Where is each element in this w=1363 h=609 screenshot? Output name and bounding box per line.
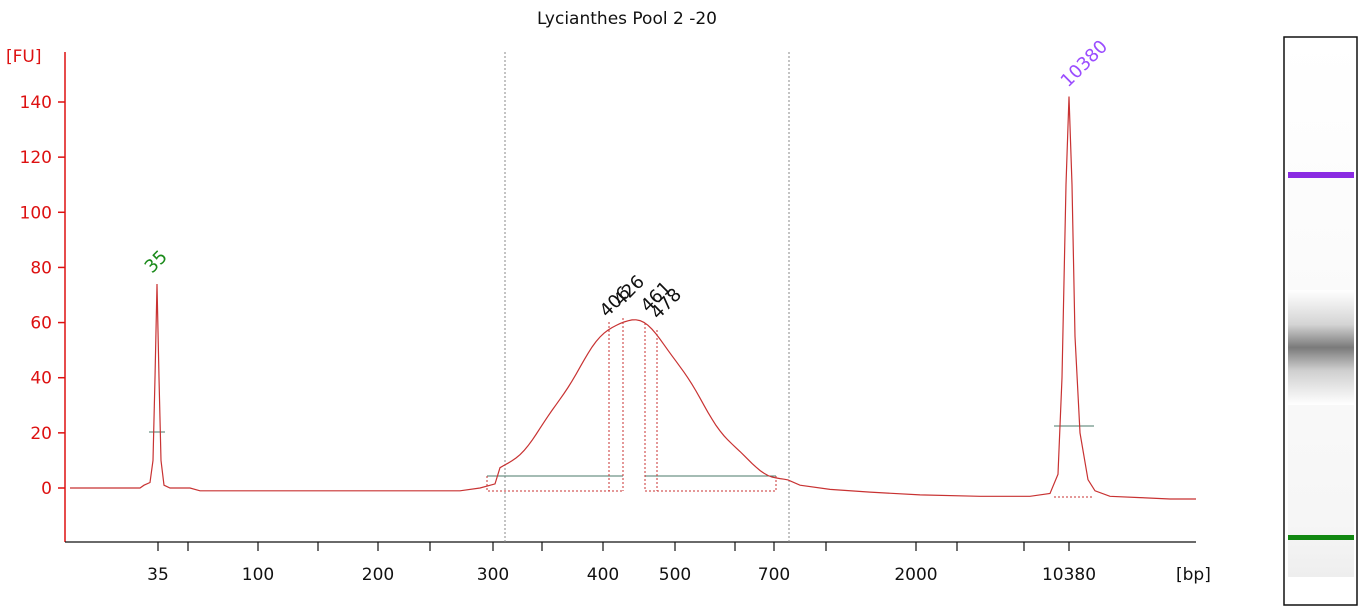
x-tick-label: 400 [587,565,619,585]
x-tick-label: 300 [477,565,509,585]
series-line-trace [70,96,1196,500]
region-bracket-left [486,476,623,492]
y-tick-label: 120 [20,148,52,168]
y-axis-unit: [FU] [6,47,42,67]
peak-label-35: 35 [141,246,172,277]
y-tick-label: 100 [20,203,52,223]
y-tick-label: 80 [30,258,52,278]
peak-droplines [608,318,658,491]
x-tick-label: 10380 [1042,565,1096,585]
gel-band-sample-smear [1288,290,1354,405]
region-markers [504,52,790,542]
gel-band-upper-marker [1288,172,1354,178]
x-tick-label: 200 [362,565,394,585]
x-tick-label: 700 [758,565,790,585]
baselines [149,425,1094,498]
chart-title: Lycianthes Pool 2 -20 [537,9,717,29]
x-axis-unit: [bp] [1176,565,1211,585]
y-axis: [FU] 0 20 40 60 80 100 120 140 [6,47,66,542]
y-tick-label: 60 [30,314,52,334]
x-tick-label: 35 [147,565,169,585]
x-tick-label: 2000 [894,565,937,585]
gel-lane [1283,36,1358,606]
region-bracket-right [645,476,777,492]
gel-band-lower-marker [1288,535,1354,540]
x-tick-label: 100 [242,565,274,585]
y-tick-label: 0 [41,479,52,499]
x-tick-label: 500 [659,565,691,585]
x-axis: [bp] 35 100 200 300 400 500 700 2000 10380 [65,541,1211,585]
y-tick-label: 140 [20,93,52,113]
y-tick-label: 40 [30,369,52,389]
peak-label-10380: 10380 [1057,36,1112,91]
y-tick-label: 20 [30,424,52,444]
